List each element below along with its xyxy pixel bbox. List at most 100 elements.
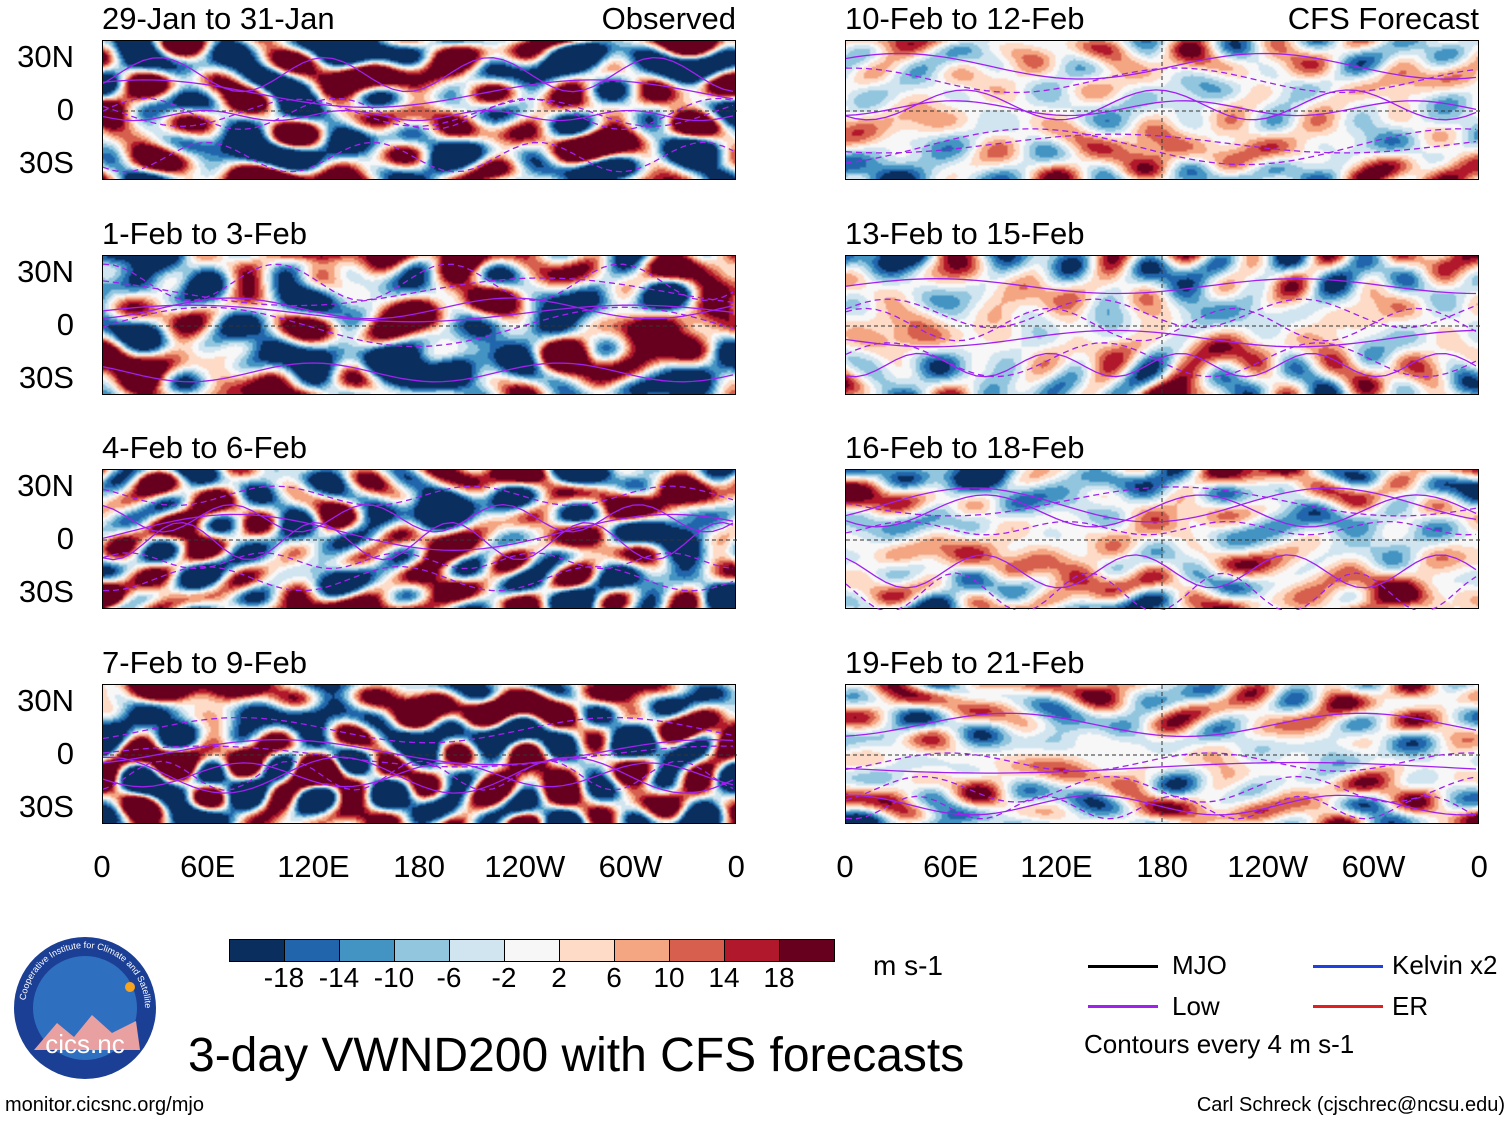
panel-type-label: Observed xyxy=(601,1,736,36)
lon-label: 60E xyxy=(923,849,979,884)
low-frequency-contour xyxy=(103,304,734,323)
panel-title: 7-Feb to 9-Feb xyxy=(102,645,308,680)
map-panel xyxy=(102,469,737,609)
panel-title: 13-Feb to 15-Feb xyxy=(845,216,1085,251)
lon-label: 0 xyxy=(836,849,854,884)
legend-er-line xyxy=(1313,1005,1383,1008)
lat-label: 30S xyxy=(18,574,74,609)
lon-label: 0 xyxy=(1470,849,1488,884)
low-frequency-contour xyxy=(103,521,734,561)
low-frequency-contour xyxy=(103,503,734,533)
colorbar-swatch xyxy=(725,940,780,961)
lat-label: 30S xyxy=(18,360,74,395)
low-frequency-contour xyxy=(103,141,734,173)
lon-label: 120E xyxy=(277,849,350,884)
low-frequency-contour xyxy=(846,128,1477,166)
map-panel xyxy=(102,255,737,395)
map-panel xyxy=(102,684,737,824)
wind-anomaly-field xyxy=(103,685,735,823)
contour-overlay xyxy=(846,470,1480,610)
map-panel xyxy=(845,684,1480,825)
low-frequency-contour xyxy=(103,513,734,551)
low-frequency-contour xyxy=(103,552,734,570)
low-frequency-contour xyxy=(103,297,734,320)
low-frequency-contour xyxy=(103,109,734,122)
colorbar-swatch xyxy=(780,940,834,961)
panel-title: 29-Jan to 31-Jan xyxy=(102,1,335,36)
lon-label: 60E xyxy=(180,849,236,884)
colorbar-tick-label: 18 xyxy=(763,962,795,993)
lon-label: 0 xyxy=(727,849,745,884)
low-frequency-contour xyxy=(846,307,1477,342)
low-frequency-contour xyxy=(846,342,1477,378)
legend-kelvin-line xyxy=(1313,965,1383,968)
colorbar-swatch xyxy=(230,940,285,961)
low-frequency-contour xyxy=(103,565,734,592)
low-frequency-contour xyxy=(846,794,1477,816)
low-frequency-contour xyxy=(103,56,734,93)
lat-label: 30N xyxy=(17,468,74,503)
colorbar-tick-label: -18 xyxy=(263,962,305,993)
contour-overlay xyxy=(103,716,737,794)
low-frequency-contour xyxy=(846,52,1477,80)
low-frequency-contour xyxy=(846,67,1477,94)
lon-label: 60W xyxy=(1341,849,1406,884)
colorbar-tick-label: 2 xyxy=(551,962,567,993)
logo-text: cics.nc xyxy=(45,1029,124,1059)
low-frequency-contour xyxy=(846,494,1477,528)
lon-label: 60W xyxy=(598,849,663,884)
legend-mjo-label: MJO xyxy=(1172,950,1227,980)
colorbar-tick-label: 6 xyxy=(606,962,622,993)
low-frequency-contour xyxy=(103,98,734,127)
low-frequency-contour xyxy=(846,795,1477,820)
low-frequency-contour xyxy=(846,486,1477,517)
low-frequency-contour xyxy=(103,756,734,794)
lon-label: 0 xyxy=(93,849,111,884)
panel-type-label: CFS Forecast xyxy=(1287,1,1479,36)
low-frequency-contour xyxy=(103,745,734,768)
legend-low-line xyxy=(1088,1005,1158,1008)
lat-label: 30N xyxy=(17,683,74,718)
low-frequency-contour xyxy=(846,278,1477,295)
lat-label: 0 xyxy=(56,307,74,342)
lat-label: 30S xyxy=(18,789,74,824)
panel-title: 19-Feb to 21-Feb xyxy=(845,645,1085,680)
map-panel xyxy=(845,469,1480,610)
legend-er-label: ER xyxy=(1392,991,1429,1021)
cics-logo: Cooperative Institute for Climate and Sa… xyxy=(10,927,158,1081)
source-url[interactable]: monitor.cicsnc.org/mjo xyxy=(5,1094,204,1116)
colorbar-swatch xyxy=(505,940,560,961)
colorbar-tick-label: -6 xyxy=(436,962,462,993)
lon-label: 120W xyxy=(484,849,566,884)
low-frequency-contour xyxy=(846,554,1477,589)
colorbar-swatch xyxy=(615,940,670,961)
low-frequency-contour xyxy=(846,752,1477,772)
contour-overlay xyxy=(103,485,737,592)
lon-label: 180 xyxy=(1136,849,1188,884)
legend-mjo-line xyxy=(1088,965,1158,968)
colorbar-swatch xyxy=(450,940,505,961)
lat-label: 30S xyxy=(18,145,74,180)
map-panel xyxy=(845,40,1480,181)
lon-label: 120W xyxy=(1227,849,1309,884)
panel-title: 1-Feb to 3-Feb xyxy=(102,216,308,251)
low-frequency-contour xyxy=(846,298,1477,329)
panel-title: 10-Feb to 12-Feb xyxy=(845,1,1085,36)
lat-label: 30N xyxy=(17,254,74,289)
low-frequency-contour xyxy=(846,520,1477,536)
colorbar-tick-label: 14 xyxy=(708,962,740,993)
low-frequency-contour xyxy=(846,712,1477,738)
low-frequency-contour xyxy=(103,362,734,383)
low-frequency-contour xyxy=(103,716,734,744)
low-frequency-contour xyxy=(103,760,734,791)
legend-low-label: Low xyxy=(1172,991,1220,1021)
low-frequency-contour xyxy=(846,133,1477,154)
lat-label: 30N xyxy=(17,39,74,74)
low-frequency-contour xyxy=(846,100,1477,117)
contour-note: Contours every 4 m s-1 xyxy=(1084,1029,1355,1059)
colorbar-swatch xyxy=(670,940,725,961)
low-frequency-contour xyxy=(846,572,1477,610)
colorbar-swatch xyxy=(560,940,615,961)
colorbar-tick-label: -2 xyxy=(491,962,517,993)
map-panel xyxy=(845,255,1480,396)
